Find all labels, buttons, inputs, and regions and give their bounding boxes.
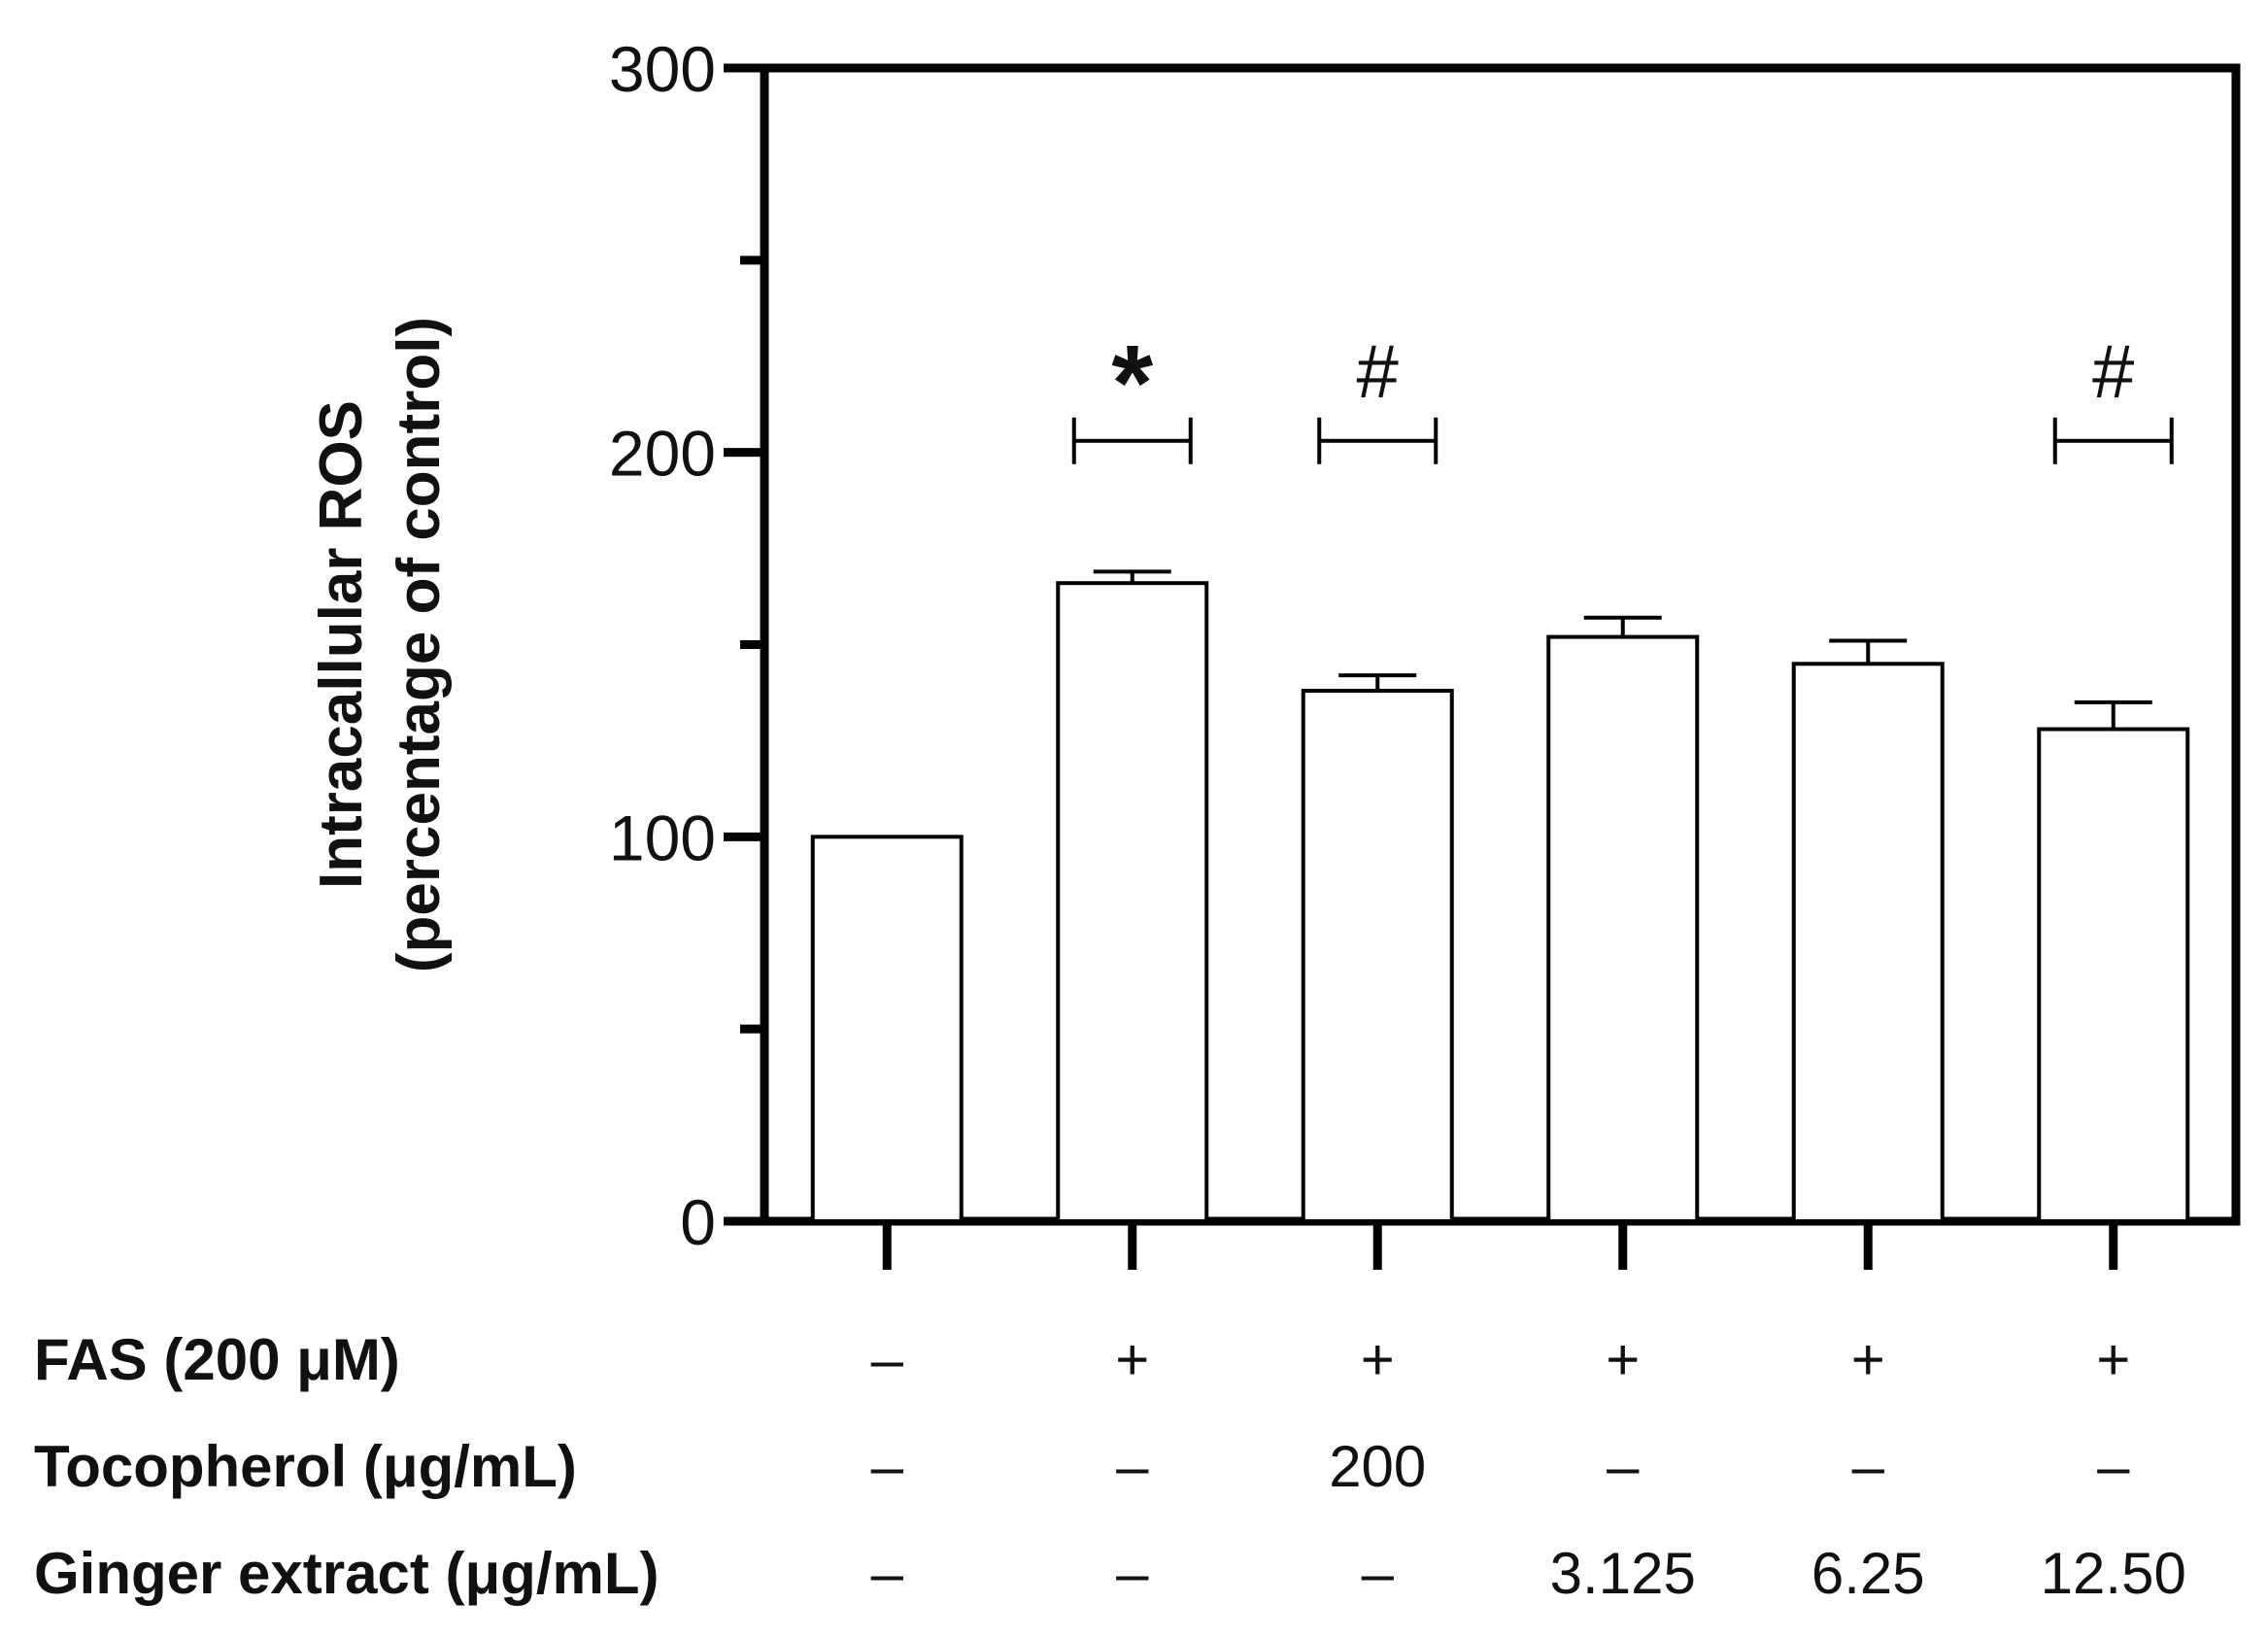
treatment-cell: + <box>1851 1327 1885 1392</box>
treatment-cell: – <box>1607 1434 1640 1499</box>
y-tick-label: 300 <box>609 33 716 105</box>
treatment-cell: + <box>2096 1327 2130 1392</box>
treatment-cell: + <box>1606 1327 1640 1392</box>
y-tick-label: 100 <box>609 802 716 873</box>
plot-frame <box>760 63 2241 1226</box>
treatment-cell: – <box>1116 1434 1149 1499</box>
significance-symbol: # <box>2092 328 2134 414</box>
treatment-cell: + <box>1115 1327 1149 1392</box>
treatment-cell: 3.125 <box>1550 1541 1696 1606</box>
treatment-cell: – <box>2097 1434 2130 1499</box>
treatment-cell: – <box>1362 1541 1395 1606</box>
y-axis-label-line: Intracallular ROS <box>308 400 375 889</box>
treatment-cell: – <box>1116 1541 1149 1606</box>
bar <box>2037 727 2190 1224</box>
error-bars <box>1093 569 2152 730</box>
treatment-cell: – <box>1852 1434 1885 1499</box>
treatment-cell: – <box>871 1327 904 1392</box>
bar <box>1056 581 1209 1223</box>
treatment-table: FAS (200 μM) – + + + + + Tocopherol (μg/mL) – – 20… <box>34 1327 2186 1606</box>
treatment-row-label: FAS (200 μM) <box>34 1327 400 1392</box>
treatment-cell: 6.25 <box>1811 1541 1925 1606</box>
bar <box>1546 634 1700 1223</box>
bar <box>1301 688 1454 1223</box>
y-tick-label: 200 <box>609 418 716 490</box>
treatment-row-label: Ginger extract (μg/mL) <box>34 1541 659 1606</box>
bar <box>810 835 964 1223</box>
y-axis-label: Intracallular ROS (percentage of control) <box>308 317 453 973</box>
treatment-cell: + <box>1361 1327 1395 1392</box>
x-axis-ticks <box>882 1225 2118 1270</box>
treatment-cell: 200 <box>1329 1434 1426 1499</box>
treatment-cell: 12.50 <box>2041 1541 2186 1606</box>
y-axis: 0 100 200 300 <box>609 33 764 1258</box>
bar <box>1791 662 1945 1223</box>
treatment-cell: – <box>871 1541 904 1606</box>
significance-symbol: * <box>1111 324 1153 443</box>
treatment-row-label: Tocopherol (μg/mL) <box>34 1434 577 1499</box>
plot-border <box>760 63 2241 1226</box>
y-axis-label-line: (percentage of control) <box>386 317 453 973</box>
y-tick-label: 0 <box>680 1186 716 1258</box>
significance-symbol: # <box>1357 328 1399 414</box>
significance-markers: * # # <box>1071 324 2174 464</box>
treatment-cell: – <box>871 1434 904 1499</box>
bars <box>810 581 2190 1224</box>
